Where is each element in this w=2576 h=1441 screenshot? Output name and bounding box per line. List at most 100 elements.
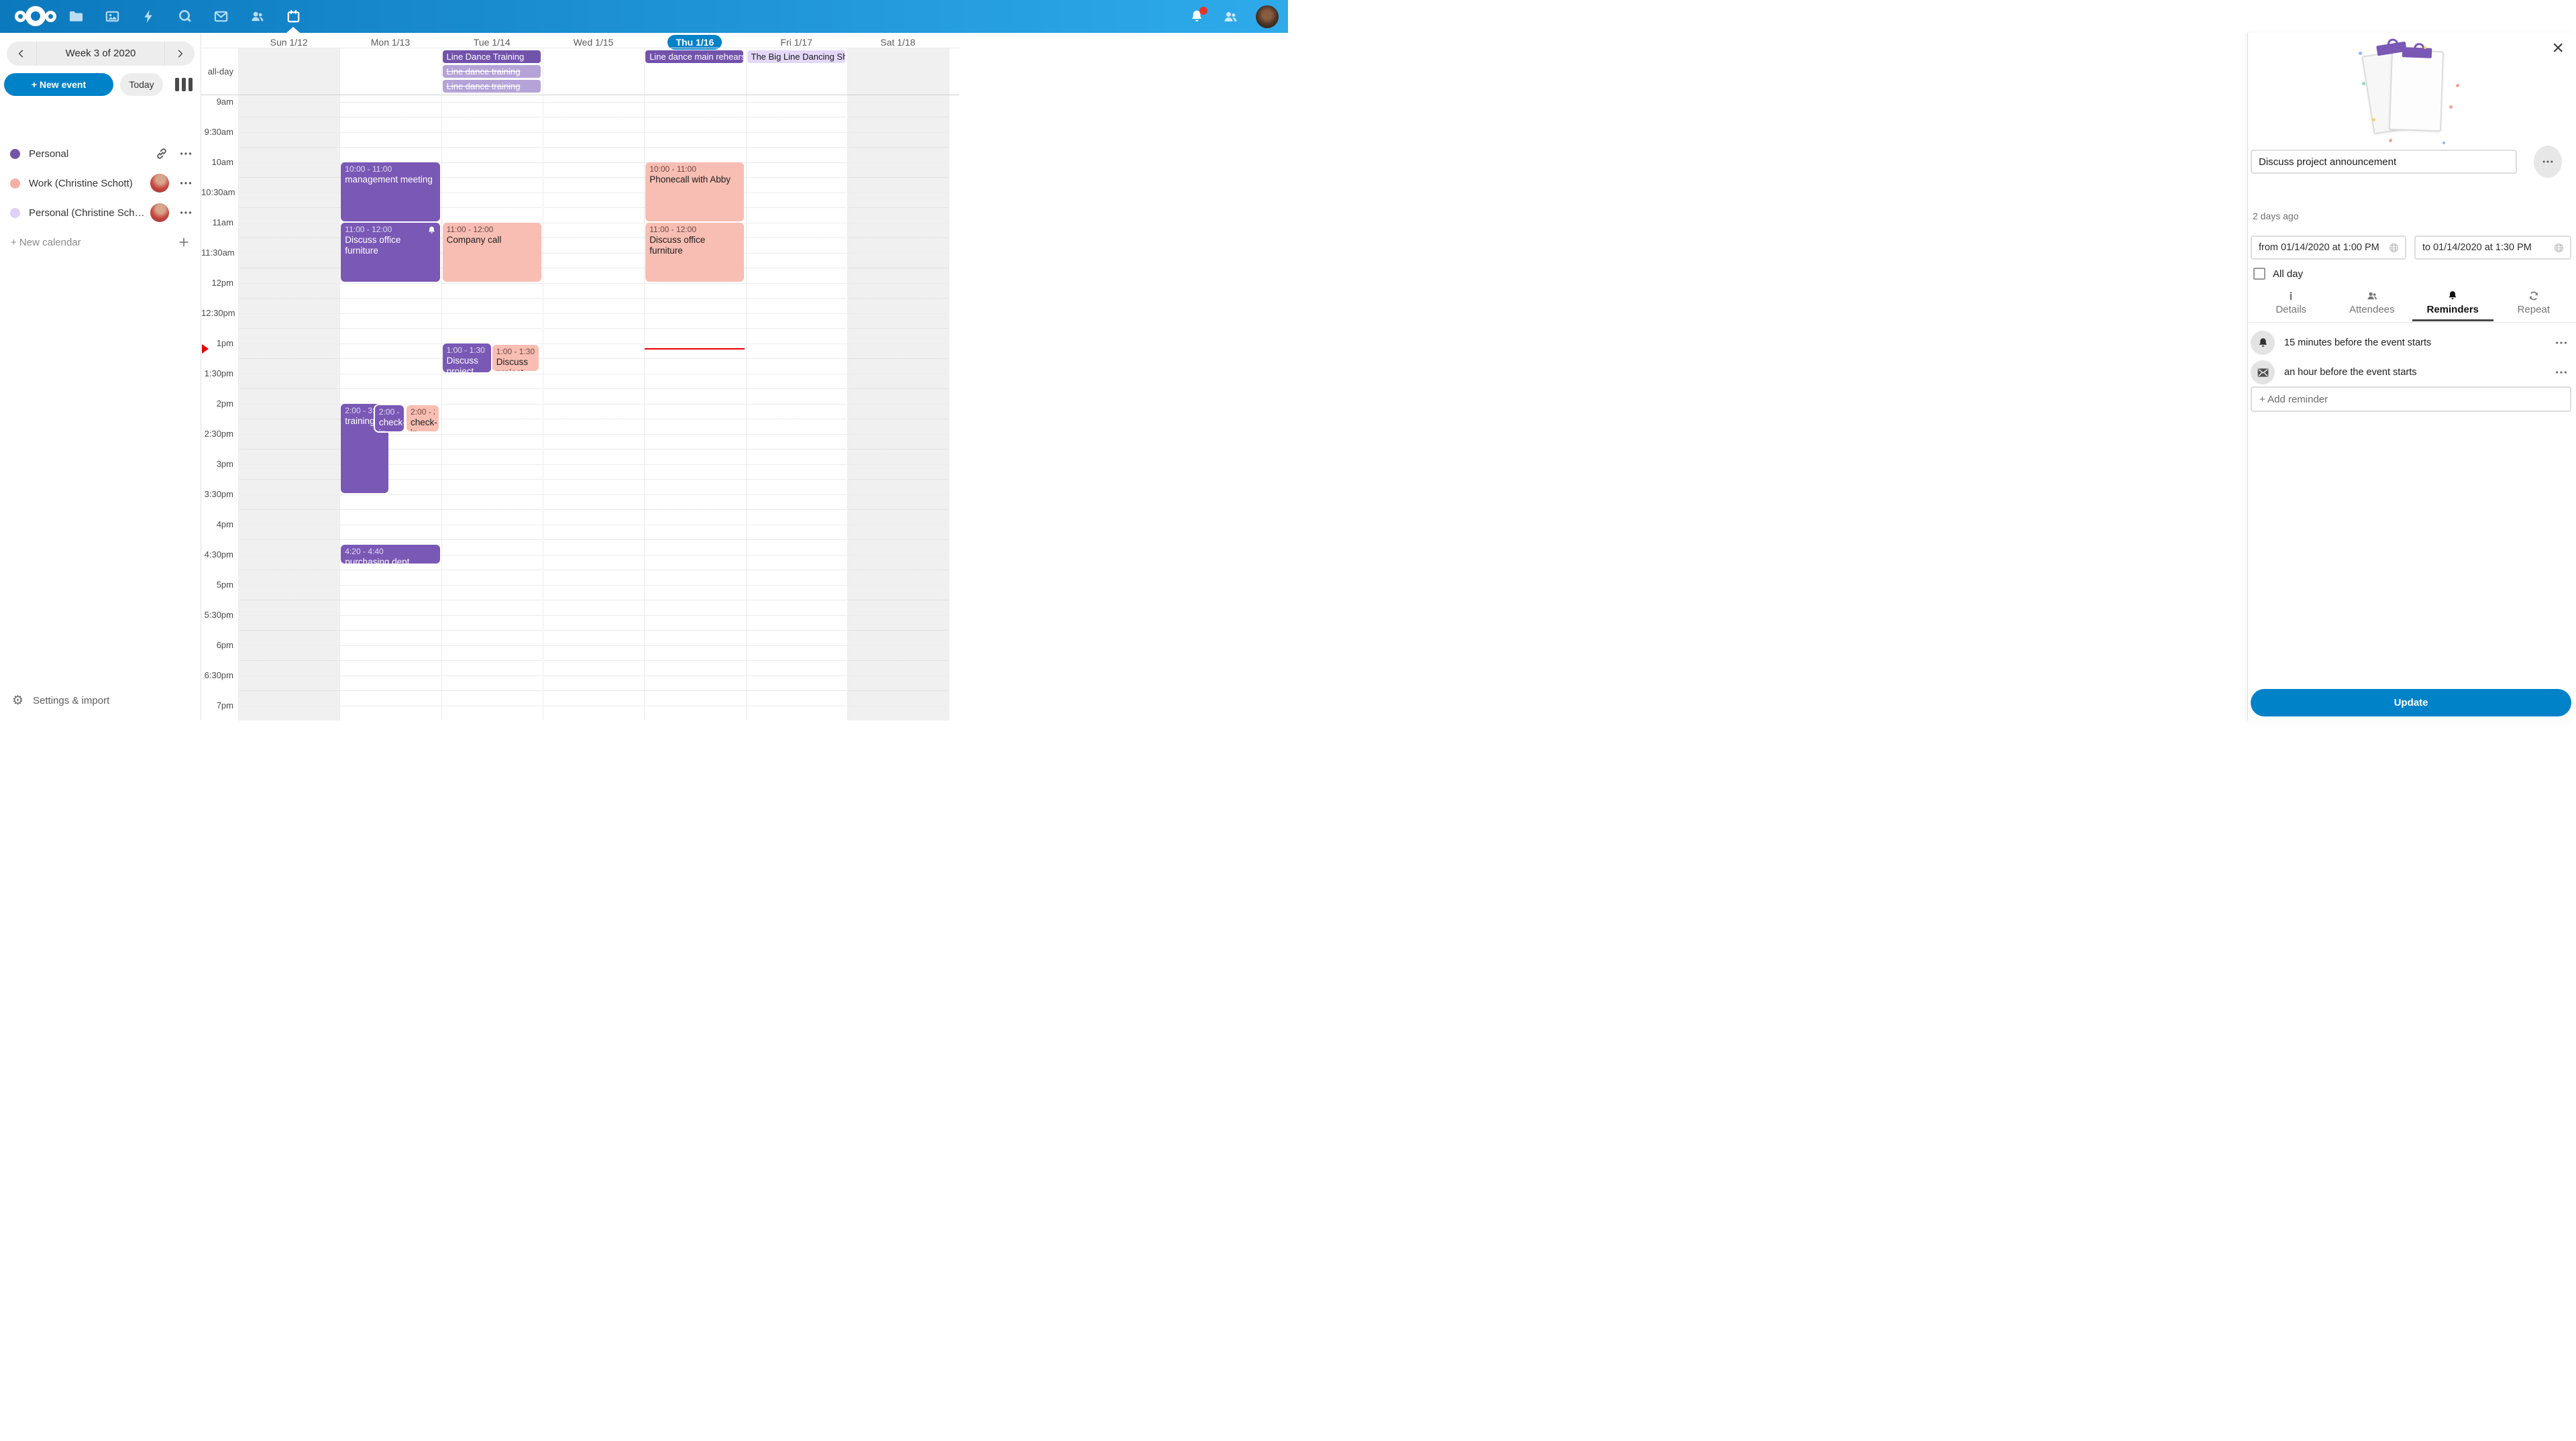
calendar-event[interactable]: 2:00 - 2:30check-in	[405, 404, 440, 433]
tab-details[interactable]: Details	[2251, 289, 2332, 321]
day-header-mon[interactable]: Mon 1/13	[370, 36, 411, 48]
calendar-event[interactable]: 10:00 - 11:00 Phonecall with Abby	[645, 162, 745, 221]
slot-line	[238, 585, 949, 586]
time-axis-label: 12pm	[211, 278, 233, 288]
contacts-menu-icon[interactable]	[1222, 9, 1238, 25]
more-options-icon[interactable]	[178, 176, 193, 191]
slot-line	[238, 253, 949, 254]
new-event-button[interactable]: + New event	[4, 73, 113, 96]
share-link-icon[interactable]	[154, 146, 169, 161]
left-sidebar: Week 3 of 2020 + New event Today Persona…	[0, 33, 201, 720]
reminder-text: an hour before the event starts	[2284, 367, 2417, 378]
all-day-checkbox[interactable]: All day	[2253, 268, 2303, 280]
day-header-sat[interactable]: Sat 1/18	[880, 36, 916, 48]
app-contacts[interactable]	[239, 0, 275, 33]
all-day-event[interactable]: Line Dance Training	[442, 50, 541, 63]
event-time: 2:00 - 2:30	[378, 407, 400, 417]
timezone-globe-icon[interactable]	[2388, 242, 2400, 254]
update-button[interactable]: Update	[2251, 689, 2571, 716]
day-header-tue[interactable]: Tue 1/14	[473, 36, 511, 48]
end-datetime-field[interactable]: to 01/14/2020 at 1:30 PM	[2414, 235, 2571, 260]
event-illustration	[2349, 41, 2483, 145]
view-toggle-icon[interactable]	[175, 78, 193, 91]
day-header-fri[interactable]: Fri 1/17	[780, 36, 812, 48]
slot-line	[238, 434, 949, 435]
calendar-event[interactable]: 2:00 - 2:30check-in	[373, 404, 406, 433]
calendar-event[interactable]: 11:00 - 12:00 Discuss office furniture	[645, 223, 745, 282]
editor-tabs: Details Attendees Reminders Repeat	[2251, 289, 2574, 321]
tab-attendees[interactable]: Attendees	[2332, 289, 2413, 321]
files-icon	[69, 11, 83, 21]
time-axis-label: 12:30pm	[201, 308, 235, 318]
calendar-event[interactable]: 10:00 - 11:00 management meeting	[341, 162, 440, 221]
close-icon[interactable]: ×	[2552, 37, 2564, 59]
day-header-sun[interactable]: Sun 1/12	[270, 36, 308, 48]
calendar-list-item[interactable]: Personal (Christine Scho…	[0, 198, 201, 227]
day-header-wed[interactable]: Wed 1/15	[573, 36, 614, 48]
calendar-event[interactable]: 11:00 - 12:00 Discuss office furniture	[341, 223, 440, 282]
calendar-list-item[interactable]: Personal	[0, 139, 201, 168]
settings-and-import[interactable]: ⚙ Settings & import	[0, 687, 201, 714]
all-day-event[interactable]: Line dance training	[442, 80, 541, 93]
next-week-button[interactable]	[165, 42, 195, 66]
app-files[interactable]	[58, 0, 94, 33]
contacts-icon	[251, 11, 263, 21]
quarter-slot-line	[238, 358, 949, 359]
event-actions-dots-icon	[2542, 160, 2553, 163]
more-options-icon[interactable]	[178, 205, 193, 220]
settings-label: Settings & import	[33, 694, 110, 706]
user-avatar[interactable]	[1256, 5, 1279, 28]
nextcloud-logo[interactable]	[12, 5, 59, 28]
event-time: 1:00 - 1:30	[496, 347, 535, 356]
event-title-input[interactable]	[2251, 150, 2517, 174]
current-time-line	[645, 348, 745, 350]
app-activity[interactable]	[130, 0, 166, 33]
reminder-options-icon[interactable]	[2554, 335, 2569, 350]
reminder-item: 15 minutes before the event starts	[2251, 328, 2574, 358]
today-button[interactable]: Today	[120, 73, 163, 96]
previous-week-button[interactable]	[7, 42, 36, 66]
app-mail[interactable]	[203, 0, 239, 33]
tab-reminders[interactable]: Reminders	[2412, 289, 2493, 321]
tab-repeat[interactable]: Repeat	[2493, 289, 2575, 321]
tab-reminders-icon	[2449, 291, 2457, 300]
owner-avatar	[150, 203, 169, 222]
week-label[interactable]: Week 3 of 2020	[36, 42, 165, 66]
all-day-event[interactable]: The Big Line Dancing Show	[747, 50, 845, 63]
weekend-column-shading	[238, 48, 340, 720]
start-datetime-field[interactable]: from 01/14/2020 at 1:00 PM	[2251, 235, 2406, 260]
new-calendar-button[interactable]: + New calendar	[0, 227, 201, 257]
column-border	[339, 48, 341, 720]
event-title: Discuss project announcement	[446, 356, 478, 372]
app-photos[interactable]	[94, 0, 130, 33]
calendar-list-item[interactable]: Work (Christine Schott)	[0, 168, 201, 198]
slot-line	[238, 313, 949, 314]
today-pill: Thu 1/16	[667, 34, 722, 50]
app-talk[interactable]	[166, 0, 203, 33]
all-day-event[interactable]: Line dance main rehearsal	[645, 50, 744, 63]
quarter-slot-line	[238, 388, 949, 389]
more-options-icon[interactable]	[178, 146, 193, 161]
add-reminder-field[interactable]: + Add reminder	[2251, 386, 2571, 412]
event-title: Discuss office furniture	[345, 235, 401, 256]
slot-line	[238, 494, 949, 495]
all-day-event[interactable]: Line dance training	[442, 65, 541, 78]
time-axis-label: 2pm	[216, 398, 233, 409]
time-axis-label: 2:30pm	[204, 429, 233, 439]
event-title: training	[345, 416, 375, 426]
checkbox-box[interactable]	[2253, 268, 2265, 280]
app-calendar[interactable]	[275, 0, 311, 33]
time-axis-label: 5:30pm	[204, 610, 233, 620]
event-actions-menu-button[interactable]	[2534, 146, 2562, 178]
calendar-color-dot	[10, 148, 20, 159]
calendar-event[interactable]: 4:20 - 4:40 purchasing dept	[341, 544, 440, 564]
day-header-thu[interactable]: Thu 1/16	[644, 33, 745, 51]
logo-circle	[15, 11, 26, 22]
notifications-bell-icon[interactable]	[1189, 6, 1208, 25]
reminder-options-icon[interactable]	[2554, 365, 2569, 380]
timezone-globe-icon[interactable]	[2553, 242, 2565, 254]
time-axis-label: 9am	[216, 97, 233, 107]
calendar-event[interactable]: 11:00 - 12:00 Company call	[442, 223, 541, 282]
